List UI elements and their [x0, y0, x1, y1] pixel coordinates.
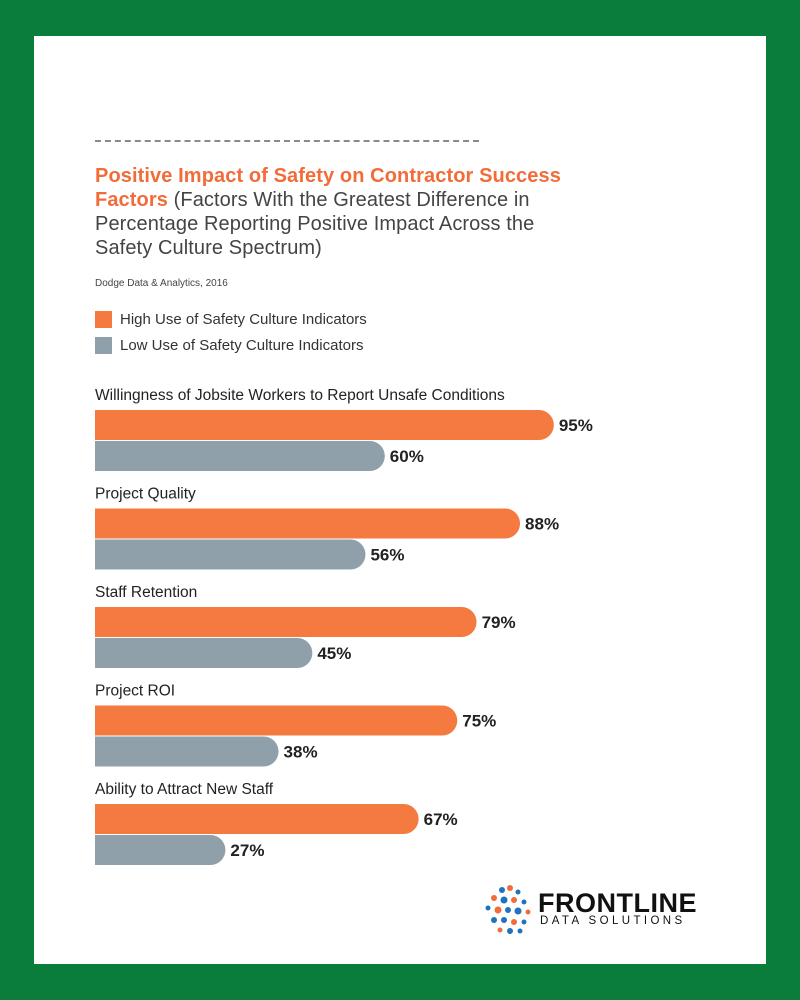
- brand-name: FRONTLINE: [538, 888, 697, 918]
- legend-swatch-low: [95, 337, 112, 354]
- bar-low-project-quality: [95, 539, 366, 570]
- bar-high-willingness-of-jobsite-workers-to-report-unsafe-conditions: [95, 410, 554, 440]
- frontline-logo-mark-icon: [485, 885, 531, 934]
- value-label-low-willingness-of-jobsite-workers-to-report-unsafe-conditions: 60%: [390, 447, 424, 466]
- category-label-ability-to-attract-new-staff: Ability to Attract New Staff: [95, 781, 274, 798]
- chart-source: Dodge Data & Analytics, 2016: [95, 278, 228, 289]
- value-label-low-project-quality: 56%: [370, 546, 404, 565]
- legend-label-low: Low Use of Safety Culture Indicators: [120, 337, 364, 354]
- bar-low-staff-retention: [95, 638, 313, 668]
- bar-high-project-roi: [95, 705, 458, 736]
- legend-item-high: High Use of Safety Culture Indicators: [95, 311, 367, 328]
- legend-item-low: Low Use of Safety Culture Indicators: [95, 337, 363, 354]
- value-label-high-staff-retention: 79%: [482, 613, 516, 632]
- frontline-logo: FRONTLINE DATA SOLUTIONS: [480, 880, 750, 940]
- value-label-high-ability-to-attract-new-staff: 67%: [424, 810, 458, 829]
- legend-label-high: High Use of Safety Culture Indicators: [120, 311, 367, 328]
- brand-tagline: DATA SOLUTIONS: [540, 915, 686, 927]
- category-label-project-roi: Project ROI: [95, 683, 175, 700]
- category-label-project-quality: Project Quality: [95, 486, 196, 503]
- value-label-high-project-roi: 75%: [462, 712, 496, 731]
- bar-high-ability-to-attract-new-staff: [95, 804, 419, 834]
- bar-high-project-quality: [95, 508, 521, 539]
- dashed-divider: [95, 140, 479, 142]
- chart-title: Positive Impact of Safety on Contractor …: [95, 164, 595, 260]
- value-label-high-willingness-of-jobsite-workers-to-report-unsafe-conditions: 95%: [559, 416, 593, 435]
- value-label-low-project-roi: 38%: [284, 743, 318, 762]
- bar-high-staff-retention: [95, 607, 477, 637]
- value-label-low-ability-to-attract-new-staff: 27%: [230, 841, 264, 860]
- bar-low-willingness-of-jobsite-workers-to-report-unsafe-conditions: [95, 441, 385, 471]
- legend-swatch-high: [95, 311, 112, 328]
- category-label-staff-retention: Staff Retention: [95, 584, 197, 601]
- title-rest: (Factors With the Greatest Difference in…: [95, 189, 535, 259]
- bar-low-project-roi: [95, 736, 279, 767]
- title-highlight: Positive Impact of Safety on Contractor …: [95, 165, 561, 211]
- category-label-willingness-of-jobsite-workers-to-report-unsafe-conditions: Willingness of Jobsite Workers to Report…: [95, 387, 505, 404]
- bar-low-ability-to-attract-new-staff: [95, 835, 226, 865]
- value-label-high-project-quality: 88%: [525, 515, 559, 534]
- value-label-low-staff-retention: 45%: [317, 644, 351, 663]
